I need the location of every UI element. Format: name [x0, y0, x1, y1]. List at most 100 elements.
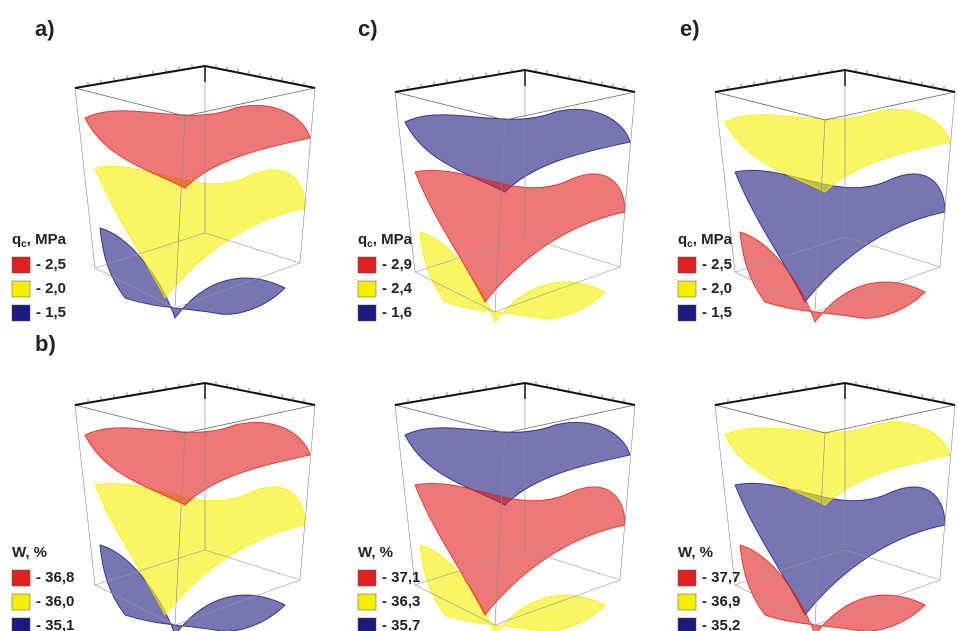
legend-swatch — [357, 304, 377, 322]
legend-symbol: W — [358, 544, 373, 561]
panel-label: c) — [358, 16, 378, 41]
cube-edge — [299, 87, 316, 264]
cube-panel — [74, 381, 316, 631]
isosurface — [84, 104, 311, 189]
cube-panel — [394, 68, 636, 324]
cube-panel — [714, 68, 956, 324]
legend-unit: , % — [371, 544, 393, 561]
isosurface — [734, 483, 946, 616]
legend-unit: , % — [691, 544, 713, 561]
legend-label: - 1,5 — [702, 304, 732, 321]
cube-edge — [394, 404, 416, 586]
legend-swatch — [677, 593, 697, 611]
isosurface — [94, 483, 306, 616]
isosurface — [94, 166, 306, 299]
legend-symbol: W — [678, 544, 693, 561]
panel-label: b) — [35, 331, 56, 356]
legend-label: - 2,0 — [36, 280, 66, 297]
isosurface — [724, 421, 951, 506]
cube-edge — [299, 404, 316, 581]
legend-symbol: W — [12, 544, 27, 561]
legend-swatch — [11, 569, 31, 587]
legend-title: W, % — [678, 544, 713, 561]
legend-symbol: q — [12, 231, 21, 248]
legend-unit: , % — [25, 544, 47, 561]
legend-symbol: q — [678, 231, 687, 248]
cube-edge — [74, 87, 96, 269]
legend-label: - 37,7 — [702, 569, 740, 586]
legend-swatch — [357, 280, 377, 298]
cube-edge — [494, 432, 506, 626]
cube-panel — [74, 64, 316, 320]
cube-edge — [619, 91, 636, 268]
legend-swatch — [677, 304, 697, 322]
legend-swatch — [677, 256, 697, 274]
cube-panel — [714, 381, 956, 631]
legend-label: - 36,8 — [36, 569, 74, 586]
legend-swatch — [11, 617, 31, 631]
panel-label: a) — [35, 16, 55, 41]
legend-label: - 35,1 — [36, 617, 74, 631]
legend-label: - 2,4 — [382, 280, 413, 297]
legend-swatch — [11, 304, 31, 322]
cube-edge — [714, 91, 736, 273]
legend-symbol: q — [358, 231, 367, 248]
legend-title: W, % — [358, 544, 393, 561]
legend-title: qc, MPa — [12, 231, 67, 250]
legend-subscript: c — [21, 239, 27, 250]
isosurface — [739, 231, 926, 324]
cube-edge — [619, 404, 636, 581]
legend-subscript: c — [687, 239, 693, 250]
legend-label: - 35,2 — [702, 617, 740, 631]
cube-panel — [394, 381, 636, 631]
cube-edge — [939, 91, 956, 268]
legend-label: - 36,9 — [702, 593, 740, 610]
legend-swatch — [357, 617, 377, 631]
legend-swatch — [11, 256, 31, 274]
legend-title: W, % — [12, 544, 47, 561]
legend-label: - 35,7 — [382, 617, 420, 631]
legend-swatch — [11, 593, 31, 611]
legend-swatch — [677, 569, 697, 587]
legend-label: - 1,5 — [36, 304, 66, 321]
legend-label: - 2,5 — [36, 256, 66, 273]
legend-title: qc, MPa — [358, 231, 413, 250]
isosurface — [84, 421, 311, 506]
cube-edge — [174, 432, 186, 626]
legend-subscript: c — [367, 239, 373, 250]
legend-label: - 2,9 — [382, 256, 412, 273]
legend-label: - 2,5 — [702, 256, 732, 273]
cube-edge — [174, 115, 186, 309]
legend-swatch — [11, 280, 31, 298]
panel-label: e) — [680, 16, 700, 41]
legend-label: - 37,1 — [382, 569, 420, 586]
legend-unit: , MPa — [27, 231, 67, 248]
cube-edge — [494, 119, 506, 313]
isosurface — [404, 108, 631, 193]
legend-unit: , MPa — [693, 231, 733, 248]
legend-label: - 36,0 — [36, 593, 74, 610]
isosurface — [724, 108, 951, 193]
cube-edge — [394, 91, 416, 273]
isosurface — [414, 483, 626, 616]
cube-edge — [814, 119, 826, 313]
legend-swatch — [357, 593, 377, 611]
legend-label: - 2,0 — [702, 280, 732, 297]
legend-swatch — [357, 569, 377, 587]
isosurface — [739, 544, 926, 631]
cube-edge — [74, 404, 96, 586]
cube-edge — [714, 404, 736, 586]
legend-unit: , MPa — [373, 231, 413, 248]
cube-edge — [814, 432, 826, 626]
legend-title: qc, MPa — [678, 231, 733, 250]
isosurface — [414, 170, 626, 303]
legend-label: - 36,3 — [382, 593, 420, 610]
legend-label: - 1,6 — [382, 304, 412, 321]
legend-swatch — [677, 280, 697, 298]
isosurface — [734, 170, 946, 303]
cube-edge — [939, 404, 956, 581]
isosurface — [404, 421, 631, 506]
legend-swatch — [357, 256, 377, 274]
legend-swatch — [677, 617, 697, 631]
